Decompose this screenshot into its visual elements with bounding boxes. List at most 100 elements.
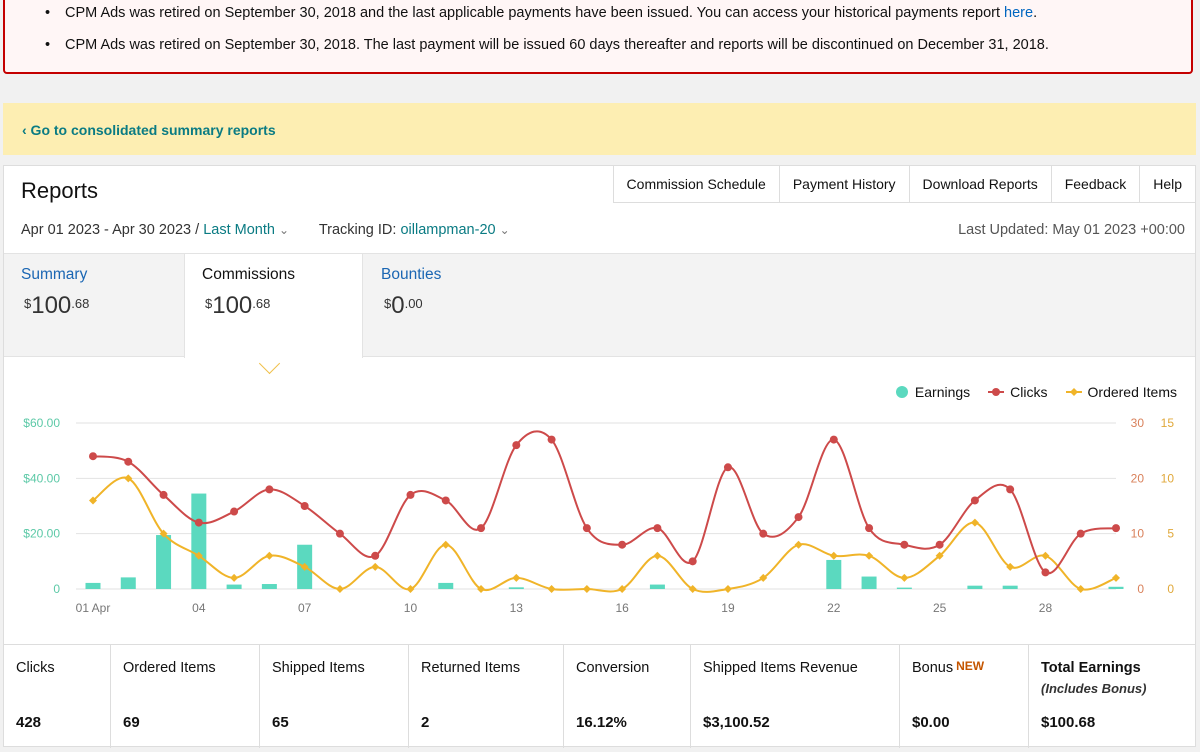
stat-total-earnings: Total Earnings (Includes Bonus) $100.68 <box>1041 660 1147 731</box>
ordered-items-point <box>406 585 415 593</box>
y-right1-tick-label: 10 <box>1131 527 1145 541</box>
y-right1-tick-label: 20 <box>1131 471 1145 485</box>
ordered-items-point <box>759 573 768 582</box>
earnings-bar <box>508 587 524 589</box>
historical-payments-link[interactable]: here <box>1004 5 1034 21</box>
ordered-items-point <box>829 551 838 560</box>
x-tick-label: 25 <box>933 601 947 615</box>
period-dropdown[interactable]: Last Month <box>203 222 275 238</box>
ordered-items-point <box>1006 562 1015 571</box>
help-button[interactable]: Help <box>1140 165 1196 203</box>
x-tick-label: 04 <box>192 601 206 615</box>
ordered-items-point <box>230 573 239 582</box>
clicks-point <box>406 490 415 499</box>
earnings-bar <box>1108 586 1124 589</box>
stat-ordered-items: Ordered Items 69 <box>111 645 260 748</box>
ordered-items-point <box>1076 585 1085 593</box>
consolidated-banner: ‹ Go to consolidated summary reports <box>3 103 1196 155</box>
diamond-icon <box>1065 388 1082 396</box>
x-tick-label: 13 <box>510 601 524 615</box>
ordered-items-point <box>512 573 521 582</box>
earnings-bar <box>438 582 454 589</box>
earnings-bar <box>156 535 172 589</box>
new-badge: NEW <box>956 659 985 673</box>
clicks-point <box>900 540 909 549</box>
x-tick-label: 01 Apr <box>76 601 111 615</box>
ordered-items-point <box>688 585 697 593</box>
clicks-point <box>124 457 133 466</box>
y-left-tick-label: $20.00 <box>23 527 60 541</box>
ordered-items-point <box>1041 551 1050 560</box>
legend-clicks[interactable]: Clicks <box>988 384 1048 400</box>
tracking-label: Tracking ID: <box>318 222 401 238</box>
clicks-point <box>688 557 697 566</box>
stats-row: Clicks 428 Ordered Items 69 Shipped Items 6… <box>4 644 1195 748</box>
ordered-items-point <box>1112 573 1120 582</box>
clicks-point <box>194 518 203 527</box>
x-tick-label: 22 <box>827 601 841 615</box>
clicks-point <box>371 551 380 560</box>
clicks-point <box>794 513 803 522</box>
tab-bounties-label: Bounties <box>381 266 442 283</box>
clicks-point <box>653 524 662 533</box>
ordered-items-point <box>970 518 979 527</box>
feedback-button[interactable]: Feedback <box>1051 165 1141 203</box>
earnings-bar <box>120 577 136 589</box>
clicks-point <box>265 485 274 494</box>
consolidated-summary-link[interactable]: ‹ Go to consolidated summary reports <box>22 122 276 138</box>
clicks-point <box>618 540 627 549</box>
ordered-items-point <box>371 562 380 571</box>
ordered-items-point <box>547 585 556 593</box>
ordered-items-point <box>441 540 450 549</box>
y-right2-tick-label: 0 <box>1167 582 1174 596</box>
tab-bounties[interactable]: Bounties $0.00 <box>364 254 544 356</box>
date-range: Apr 01 2023 - Apr 30 2023 / <box>21 222 204 238</box>
stat-shipped-revenue: Shipped Items Revenue $3,100.52 <box>691 645 900 748</box>
earnings-bar <box>261 584 277 589</box>
chevron-down-icon[interactable]: ⌄ <box>278 223 289 237</box>
payment-history-button[interactable]: Payment History <box>779 165 910 203</box>
legend-earnings[interactable]: Earnings <box>895 384 970 400</box>
ordered-items-point <box>865 551 874 560</box>
clicks-point <box>970 496 979 505</box>
clicks-point <box>89 452 97 461</box>
tab-summary-value: $100.68 <box>24 292 90 319</box>
tab-summary[interactable]: Summary $100.68 <box>4 254 184 356</box>
alert-line-2: CPM Ads was retired on September 30, 201… <box>45 37 1049 53</box>
ordered-items-point <box>618 585 627 593</box>
legend-ordered-items[interactable]: Ordered Items <box>1065 384 1177 400</box>
ordered-items-point <box>794 540 803 549</box>
clicks-point <box>829 435 838 444</box>
clicks-point <box>512 441 521 450</box>
stat-returned-items: Returned Items 2 <box>409 645 564 748</box>
clicks-point <box>477 524 486 533</box>
y-right1-tick-label: 0 <box>1137 582 1144 596</box>
x-tick-label: 16 <box>615 601 629 615</box>
ordered-items-point <box>124 474 133 483</box>
clicks-point <box>230 507 239 516</box>
clicks-point <box>159 490 168 499</box>
commission-schedule-button[interactable]: Commission Schedule <box>612 165 780 203</box>
ordered-items-point <box>300 562 309 571</box>
earnings-bar <box>967 585 983 589</box>
download-reports-button[interactable]: Download Reports <box>909 165 1052 203</box>
earnings-bar <box>896 587 912 589</box>
clicks-line <box>92 430 1117 575</box>
ordered-items-point <box>653 551 662 560</box>
ordered-items-point <box>723 585 732 593</box>
tracking-id-dropdown[interactable]: oillampman-20 <box>400 222 496 238</box>
stat-clicks: Clicks 428 <box>4 645 111 748</box>
earnings-bar <box>649 584 665 589</box>
y-right2-tick-label: 5 <box>1167 527 1174 541</box>
chevron-down-icon[interactable]: ⌄ <box>499 223 510 237</box>
tab-commissions[interactable]: Commissions $100.68 <box>184 254 363 358</box>
clicks-point <box>723 463 732 472</box>
y-left-tick-label: $60.00 <box>23 416 60 430</box>
ordered-items-point <box>194 551 203 560</box>
earnings-bar <box>85 582 101 589</box>
ordered-items-point <box>265 551 274 560</box>
earnings-chart: 0 0 0 $20.00 10 5 $40.00 20 10 $60.00 30 15 01 Apr 04… <box>23 416 1174 615</box>
y-left-tick-label: 0 <box>53 582 60 596</box>
ordered-items-point <box>159 529 168 538</box>
last-updated: Last Updated: May 01 2023 +00:00 <box>958 222 1185 238</box>
